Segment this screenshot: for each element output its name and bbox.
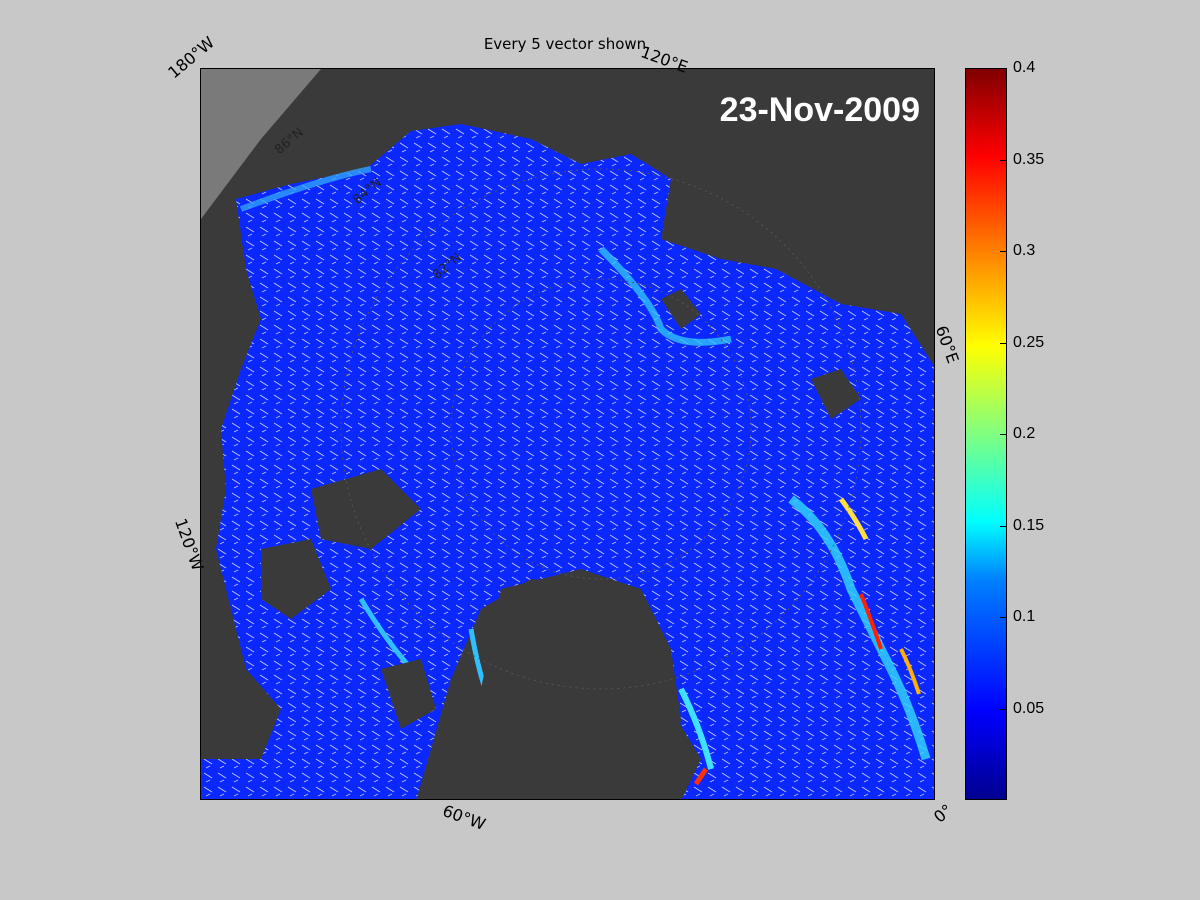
colorbar-tick-mark — [1000, 68, 1007, 69]
high-drift-streak — [693, 767, 709, 786]
colorbar-tick-mark — [1000, 342, 1007, 344]
colorbar-tick-mark — [1000, 708, 1007, 710]
plot-title: Every 5 vector shown — [483, 35, 647, 53]
island-land — [661, 289, 701, 329]
longitude-label: 0° — [930, 800, 957, 827]
colorbar-tick-mark — [1000, 159, 1007, 161]
colorbar-tick-label: 0.2 — [1013, 425, 1036, 442]
latitude-circle — [450, 278, 752, 580]
island-land — [311, 469, 421, 549]
high-drift-streak — [239, 166, 372, 212]
high-drift-streak — [598, 246, 732, 346]
high-drift-streak — [788, 495, 931, 761]
unmapped-region — [201, 69, 321, 219]
island-land — [811, 369, 861, 419]
high-drift-streak — [678, 687, 714, 770]
longitude-label: 60°E — [931, 323, 963, 366]
colorbar-tick-label: 0.1 — [1013, 608, 1036, 625]
island-land — [261, 539, 331, 619]
colorbar-tick-label: 0.15 — [1013, 516, 1045, 534]
high-drift-streak — [838, 497, 869, 541]
colorbar-tick-label: 0.3 — [1013, 242, 1036, 259]
greenland-land — [481, 569, 681, 799]
latitude-circle — [340, 168, 862, 690]
ice-drift-map: 23-Nov-2009 86°N 84°N 82°N — [200, 68, 935, 800]
date-label: 23-Nov-2009 — [719, 91, 920, 129]
colorbar-tick-mark — [1000, 434, 1007, 435]
colorbar-tick-label: 0.05 — [1013, 699, 1045, 717]
map-canvas — [201, 69, 934, 799]
longitude-label: 60°W — [440, 801, 489, 834]
colorbar-tick-label: 0.35 — [1013, 150, 1045, 168]
colorbar-tick-mark — [1000, 617, 1007, 618]
high-drift-streak — [899, 648, 921, 695]
colorbar-tick-mark — [1000, 525, 1007, 527]
high-drift-streak — [859, 593, 883, 650]
island-land — [381, 659, 436, 729]
colorbar-tick-label: 0.25 — [1013, 333, 1045, 351]
colorbar-tick-label: 0.4 — [1013, 59, 1036, 76]
colorbar-tick-mark — [1000, 251, 1007, 252]
sea-ice-vectors — [201, 124, 934, 799]
